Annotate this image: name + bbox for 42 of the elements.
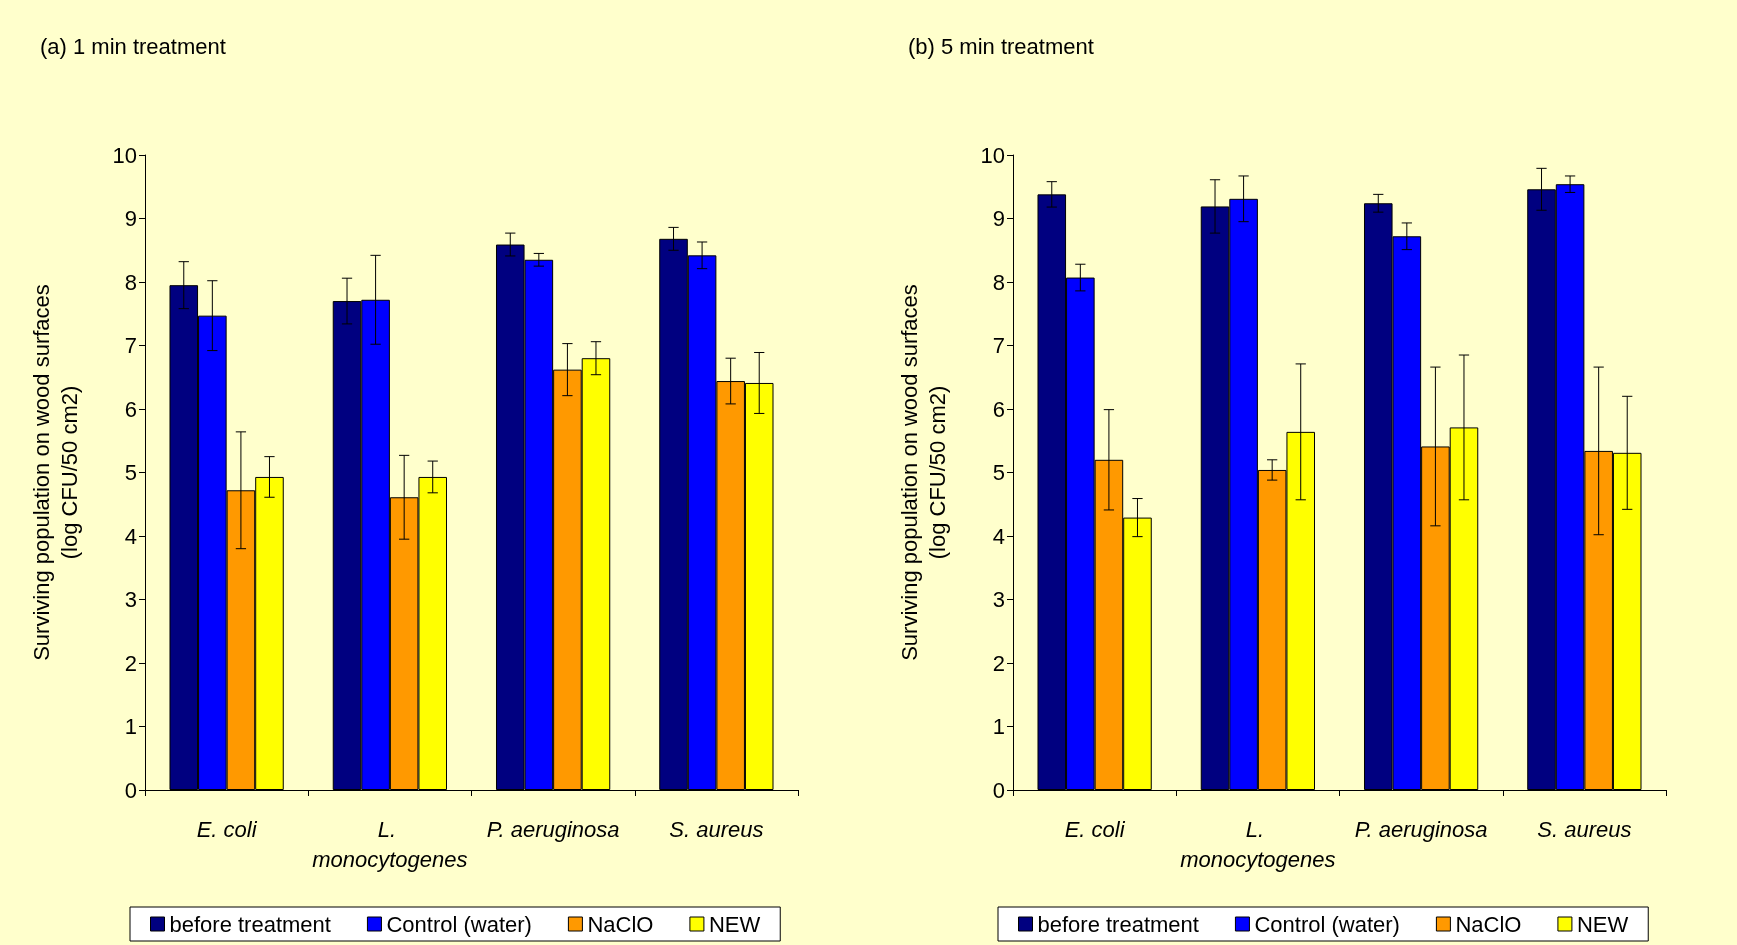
y-tick-label: 4 xyxy=(992,523,1005,549)
legend-label: before treatment xyxy=(169,911,331,937)
y-tick-label: 0 xyxy=(992,777,1005,803)
y-tick-label: 1 xyxy=(992,714,1005,739)
y-tick-label: 6 xyxy=(124,396,137,422)
y-tick-label: 9 xyxy=(992,206,1005,231)
legend-label: Control (water) xyxy=(386,911,532,937)
y-tick-label: 8 xyxy=(992,269,1005,295)
y-tick-label: 9 xyxy=(124,206,137,231)
y-tick-label: 6 xyxy=(992,396,1005,422)
y-tick-label: 10 xyxy=(112,142,137,168)
x-tick-label: L. monocytogenes xyxy=(1180,816,1336,872)
chart-title: (a) 1 min treatment xyxy=(40,33,226,59)
y-tick-label: 10 xyxy=(980,142,1005,168)
y-tick-label: 7 xyxy=(124,333,137,358)
y-tick-label: 8 xyxy=(124,269,137,295)
x-tick-label: S. aureus xyxy=(1537,816,1632,842)
y-axis-title: Surviving population on wood surfaces (log CFU/50 cm2) xyxy=(28,284,82,661)
legend-label: NaClO xyxy=(1455,911,1522,937)
legend-label: NaClO xyxy=(587,911,654,937)
legend-label: NEW xyxy=(708,911,761,937)
y-tick-label: 2 xyxy=(124,650,137,676)
y-tick-label: 5 xyxy=(992,460,1005,485)
x-tick-label: E. coli xyxy=(196,816,258,842)
y-tick-label: 4 xyxy=(124,523,137,549)
x-tick-label: L. monocytogenes xyxy=(312,816,468,872)
y-tick-label: 0 xyxy=(124,777,137,803)
x-tick-label: S. aureus xyxy=(669,816,764,842)
x-tick-label: P. aeruginosa xyxy=(1354,816,1488,842)
y-axis-title: Surviving population on wood surfaces (log CFU/50 cm2) xyxy=(896,284,950,661)
x-tick-label: E. coli xyxy=(1064,816,1126,842)
x-tick-label: P. aeruginosa xyxy=(486,816,620,842)
y-tick-label: 3 xyxy=(992,587,1005,612)
y-tick-label: 5 xyxy=(124,460,137,485)
y-tick-label: 3 xyxy=(124,587,137,612)
legend-label: before treatment xyxy=(1037,911,1199,937)
legend-label: NEW xyxy=(1576,911,1629,937)
y-tick-label: 1 xyxy=(124,714,137,739)
legend-label: Control (water) xyxy=(1254,911,1400,937)
y-tick-label: 7 xyxy=(992,333,1005,358)
chart-title: (b) 5 min treatment xyxy=(908,33,1094,59)
y-tick-label: 2 xyxy=(992,650,1005,676)
